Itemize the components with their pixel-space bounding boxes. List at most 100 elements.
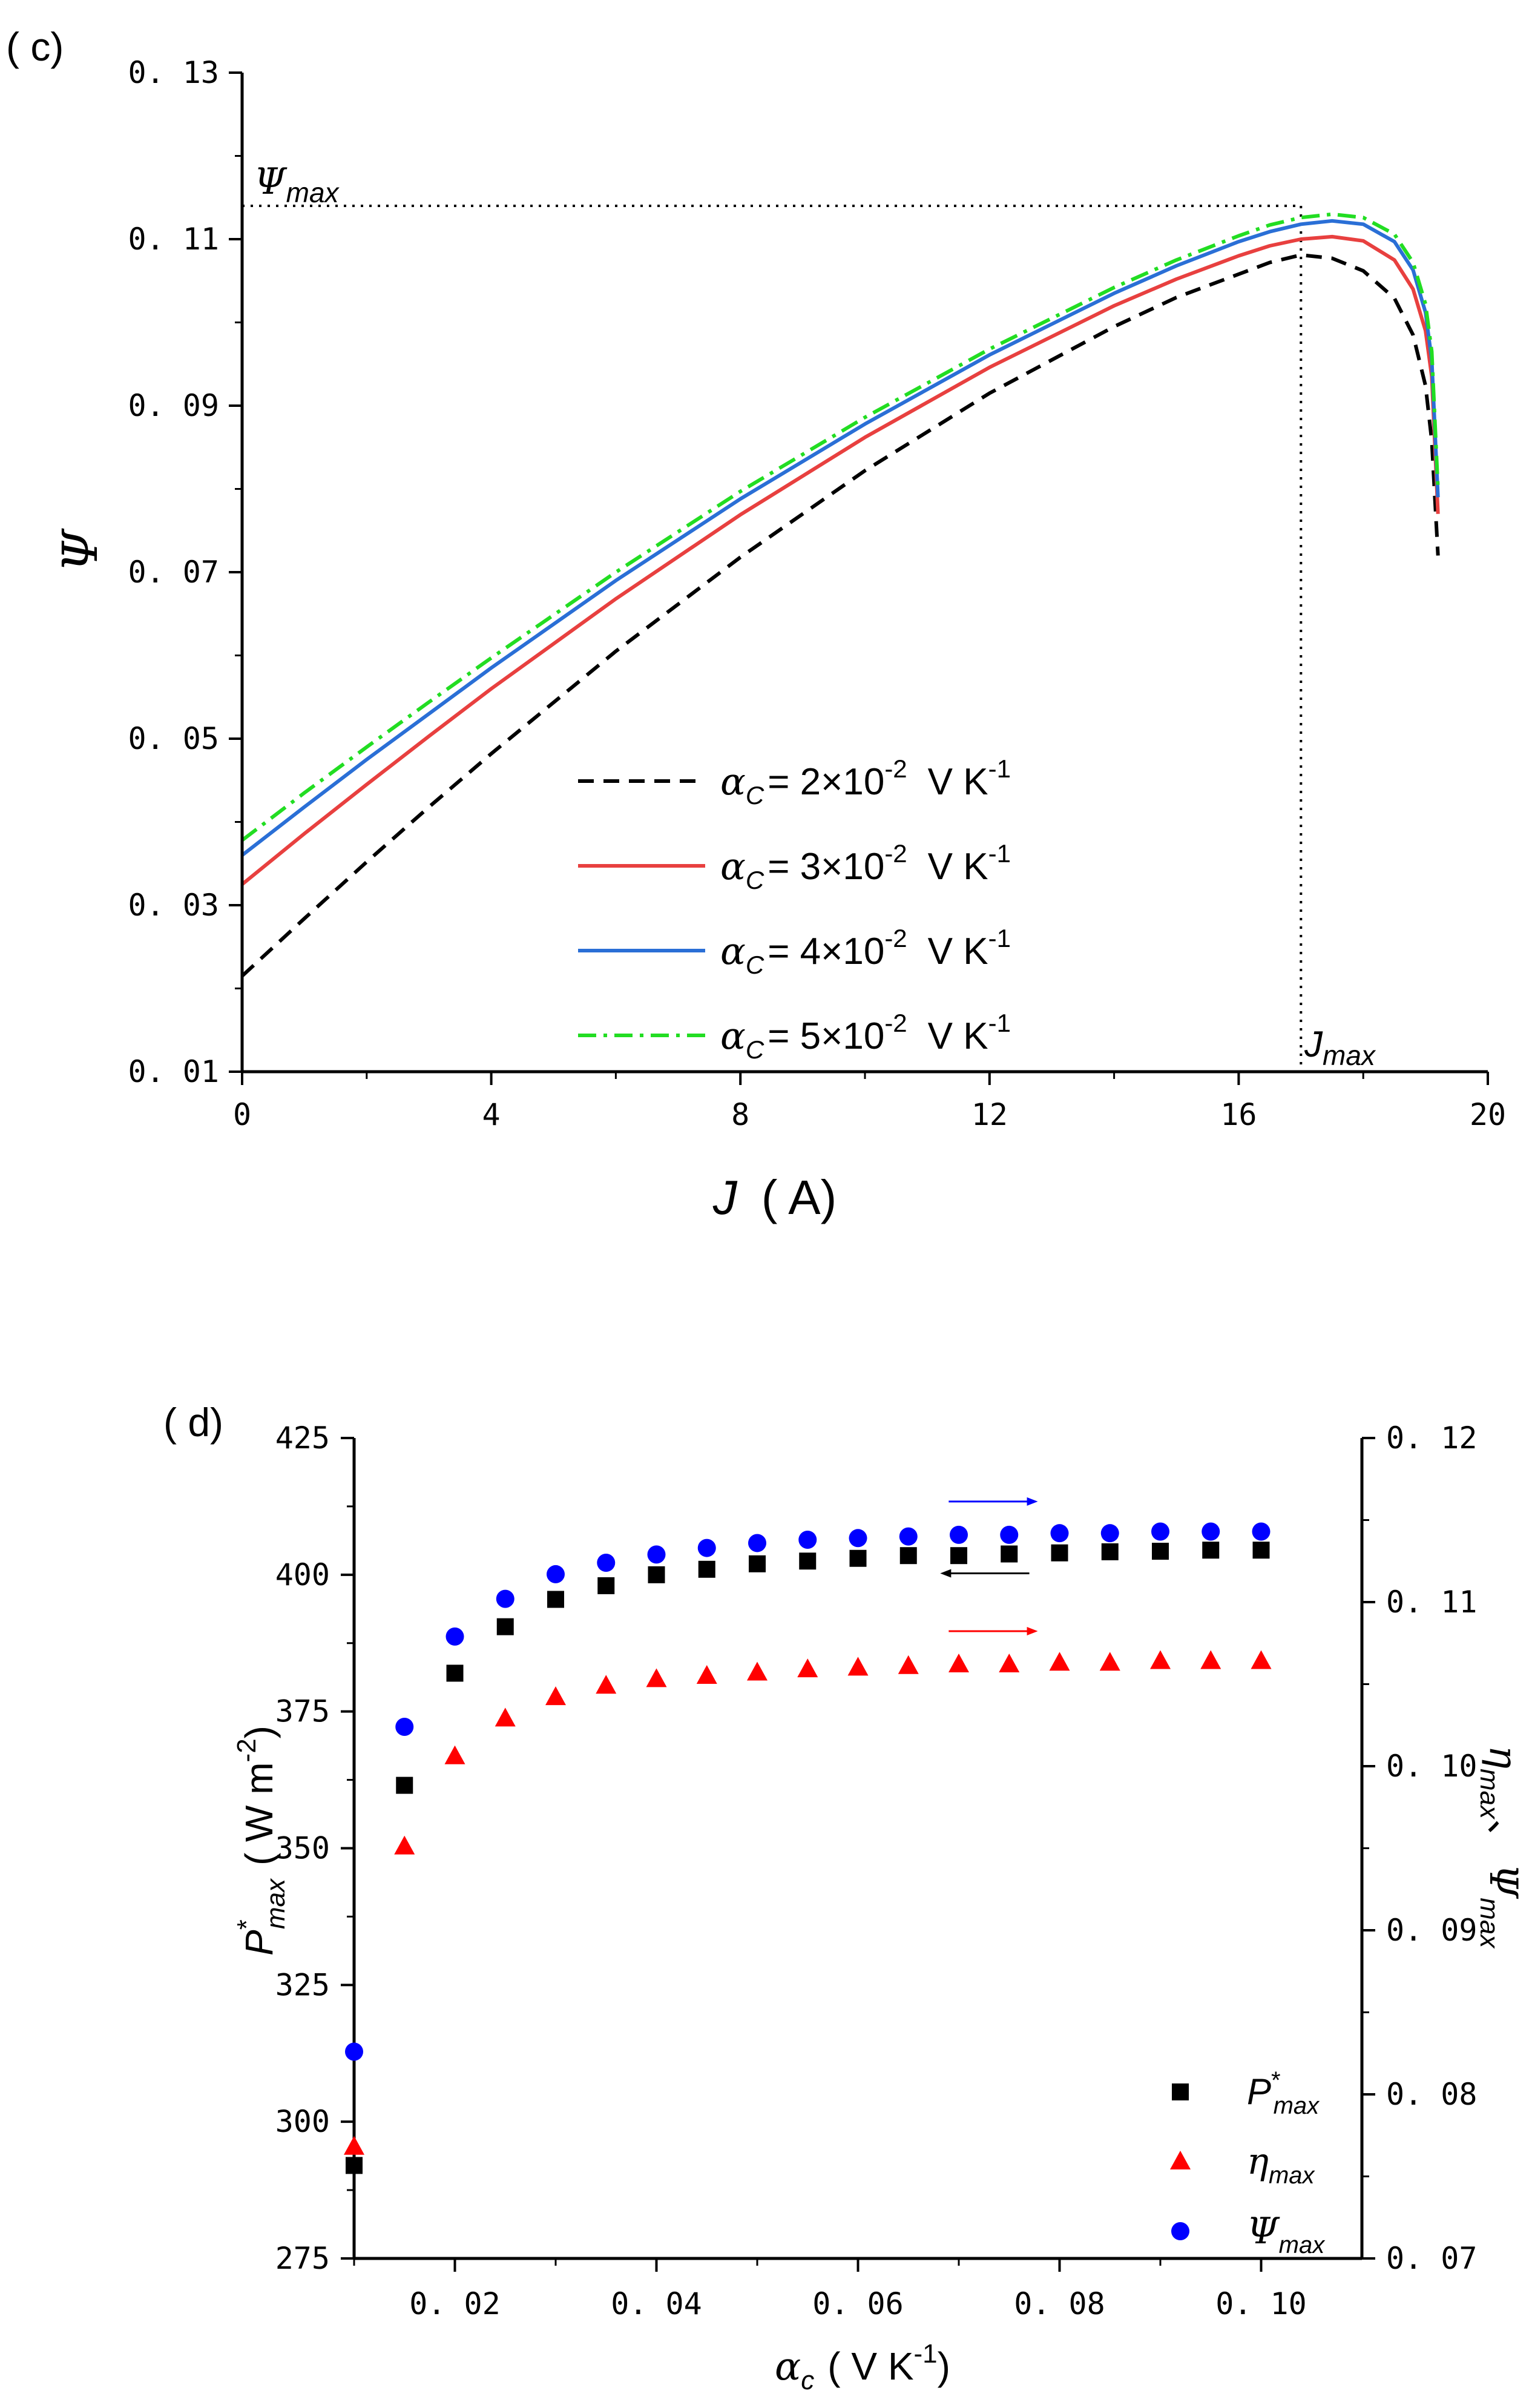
series-line	[240, 253, 1440, 978]
x-tick-label: 0	[233, 1097, 251, 1132]
legend-marker-triangle	[1170, 2151, 1191, 2169]
psi-max-symbol: Ψ	[254, 160, 288, 203]
left-tick-label: 275	[275, 2241, 330, 2276]
data-point-circle	[849, 1529, 867, 1548]
legend-label: P* max	[1247, 2067, 1320, 2119]
data-point-circle	[345, 2042, 363, 2061]
data-point-square	[1252, 1542, 1270, 1559]
data-point-square	[396, 1776, 413, 1794]
data-point-triangle	[444, 1745, 465, 1764]
panel-c-psi-max-annotation: Ψmax	[254, 160, 340, 208]
right-tick-label: 0. 12	[1386, 1420, 1478, 1456]
data-point-circle	[597, 1553, 616, 1572]
p-max-ylabel-close: )	[237, 1726, 281, 1738]
x-tick-label: 0. 02	[409, 2286, 501, 2321]
panel-c-x-axis-title: J ( A)	[712, 1170, 837, 1224]
data-point-square	[1101, 1543, 1119, 1560]
data-point-square	[849, 1549, 867, 1567]
data-point-triangle	[1049, 1652, 1070, 1671]
panel-c-ticks: 0. 01 0. 03 0. 05 0. 07 0. 09 0. 11 0. 13 0 4 8 12…	[128, 55, 1506, 1132]
alpha-xlabel-close: )	[938, 2344, 950, 2388]
panel-d-left-axis-title: P*max ( W m-2)	[232, 1726, 291, 1956]
alpha-xlabel-unit: ( V K	[827, 2344, 913, 2388]
data-point-square	[346, 2157, 363, 2174]
psi-ylabel-sub: max	[1474, 1898, 1504, 1949]
data-point-circle	[1252, 1522, 1271, 1541]
left-tick-label: 300	[275, 2104, 330, 2139]
right-tick-label: 0. 09	[1386, 1913, 1478, 1948]
data-point-triangle	[1099, 1652, 1120, 1671]
left-tick-label: 400	[275, 1557, 330, 1592]
data-point-triangle	[898, 1655, 919, 1674]
data-point-triangle	[1150, 1650, 1171, 1669]
data-point-circle	[798, 1531, 817, 1549]
x-tick-label: 0. 10	[1215, 2286, 1307, 2321]
data-point-circle	[445, 1627, 464, 1646]
x-tick-label: 0. 04	[611, 2286, 702, 2321]
data-point-triangle	[1251, 1650, 1272, 1669]
data-point-square	[1202, 1542, 1220, 1559]
data-point-circle	[547, 1565, 565, 1583]
data-point-circle	[395, 1717, 414, 1736]
data-point-triangle	[847, 1657, 869, 1676]
legend-label: αC= 2×10-2 V K-1	[720, 754, 1011, 810]
axis-arrow-head-left	[940, 1569, 952, 1578]
y-tick-label: 0. 05	[128, 721, 219, 756]
eta-ylabel-symbol: η	[1481, 1746, 1525, 1769]
data-point-circle	[496, 1589, 515, 1608]
p-max-ylabel-unit-exp: -2	[232, 1738, 261, 1762]
data-point-triangle	[545, 1686, 566, 1706]
legend-label: αC= 3×10-2 V K-1	[720, 839, 1011, 894]
p-max-ylabel-star: *	[232, 1919, 261, 1930]
j-max-symbol: J	[1304, 1024, 1323, 1064]
panel-d-ticks: 275 300 325 350 375 400 425 0. 07 0. 08 0. 09 0. 1…	[275, 1420, 1478, 2321]
panel-d-right-axis-title: ηmax、Ψmax	[1474, 1746, 1525, 1950]
panel-c-y-title-symbol: Ψ	[52, 528, 108, 572]
panel-c-guides	[242, 205, 1303, 1072]
psi-max-subscript: max	[286, 177, 340, 208]
legend-label: ηmax	[1247, 2140, 1316, 2189]
data-point-square	[496, 1618, 514, 1635]
x-tick-label: 12	[971, 1097, 1008, 1132]
legend-marker-square	[1172, 2083, 1189, 2100]
panel-c-j-max-annotation: Jmax	[1304, 1024, 1376, 1071]
panel-c-y-axis-title: Ψ	[52, 528, 108, 572]
data-point-square	[799, 1552, 817, 1570]
left-tick-label: 325	[275, 1967, 330, 2002]
y-tick-label: 0. 07	[128, 555, 219, 590]
data-point-square	[446, 1664, 464, 1682]
right-tick-label: 0. 11	[1386, 1585, 1478, 1620]
data-point-triangle	[394, 1835, 415, 1855]
data-point-square	[749, 1555, 766, 1572]
right-tick-label: 0. 10	[1386, 1749, 1478, 1784]
ylabel-separator: 、	[1482, 1819, 1525, 1858]
p-max-ylabel-unit: ( W m	[237, 1762, 281, 1865]
data-point-square	[698, 1560, 715, 1578]
data-point-circle	[1151, 1522, 1169, 1541]
panel-d-x-axis-title: αc ( V K-1)	[775, 2339, 950, 2395]
y-tick-label: 0. 11	[128, 222, 219, 257]
data-point-circle	[1000, 1525, 1019, 1544]
alpha-xlabel-sub: c	[801, 2366, 814, 2395]
panel-c-x-title-unit: ( A)	[761, 1170, 837, 1224]
data-point-triangle	[1200, 1650, 1221, 1669]
data-point-triangle	[948, 1653, 969, 1672]
left-tick-label: 350	[275, 1831, 330, 1866]
panel-d-scatter-chart: ( d) 275 300 325 350 375 400 425 0. 07 0. 08 0. 0…	[163, 1400, 1525, 2395]
data-point-square	[648, 1566, 665, 1583]
x-tick-label: 0. 08	[1014, 2286, 1105, 2321]
right-tick-label: 0. 08	[1386, 2077, 1478, 2112]
data-point-circle	[899, 1527, 918, 1546]
axis-arrow-head-right	[1027, 1497, 1038, 1506]
data-point-circle	[950, 1525, 968, 1544]
data-point-square	[597, 1577, 615, 1594]
y-tick-label: 0. 01	[128, 1054, 219, 1089]
legend-marker-circle	[1171, 2222, 1189, 2240]
panel-c-x-title-symbol: J	[712, 1170, 738, 1224]
psi-ylabel-symbol: Ψ	[1481, 1864, 1525, 1899]
series-line	[241, 219, 1440, 857]
data-point-triangle	[999, 1653, 1020, 1672]
data-point-triangle	[797, 1658, 818, 1678]
data-point-square	[950, 1547, 967, 1565]
data-point-square	[547, 1591, 564, 1608]
